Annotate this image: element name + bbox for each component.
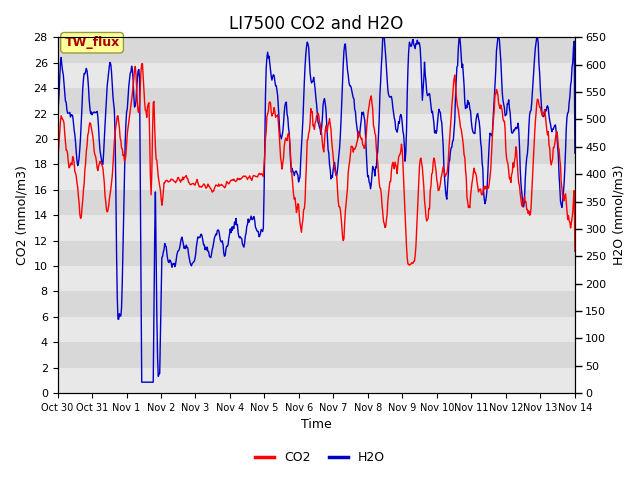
Y-axis label: CO2 (mmol/m3): CO2 (mmol/m3) bbox=[15, 165, 28, 265]
Y-axis label: H2O (mmol/m3): H2O (mmol/m3) bbox=[612, 165, 625, 265]
Bar bbox=[58, 165, 575, 190]
Bar bbox=[58, 342, 575, 368]
X-axis label: Time: Time bbox=[301, 419, 332, 432]
Text: TW_flux: TW_flux bbox=[65, 36, 120, 49]
Bar bbox=[58, 37, 575, 63]
Title: LI7500 CO2 and H2O: LI7500 CO2 and H2O bbox=[229, 15, 403, 33]
Bar bbox=[58, 291, 575, 317]
Bar bbox=[58, 240, 575, 266]
Bar bbox=[58, 215, 575, 240]
Bar bbox=[58, 368, 575, 393]
Bar bbox=[58, 63, 575, 88]
Bar bbox=[58, 88, 575, 114]
Bar bbox=[58, 190, 575, 215]
Bar bbox=[58, 317, 575, 342]
Bar bbox=[58, 139, 575, 165]
Bar bbox=[58, 114, 575, 139]
Legend: CO2, H2O: CO2, H2O bbox=[250, 446, 390, 469]
Bar bbox=[58, 266, 575, 291]
